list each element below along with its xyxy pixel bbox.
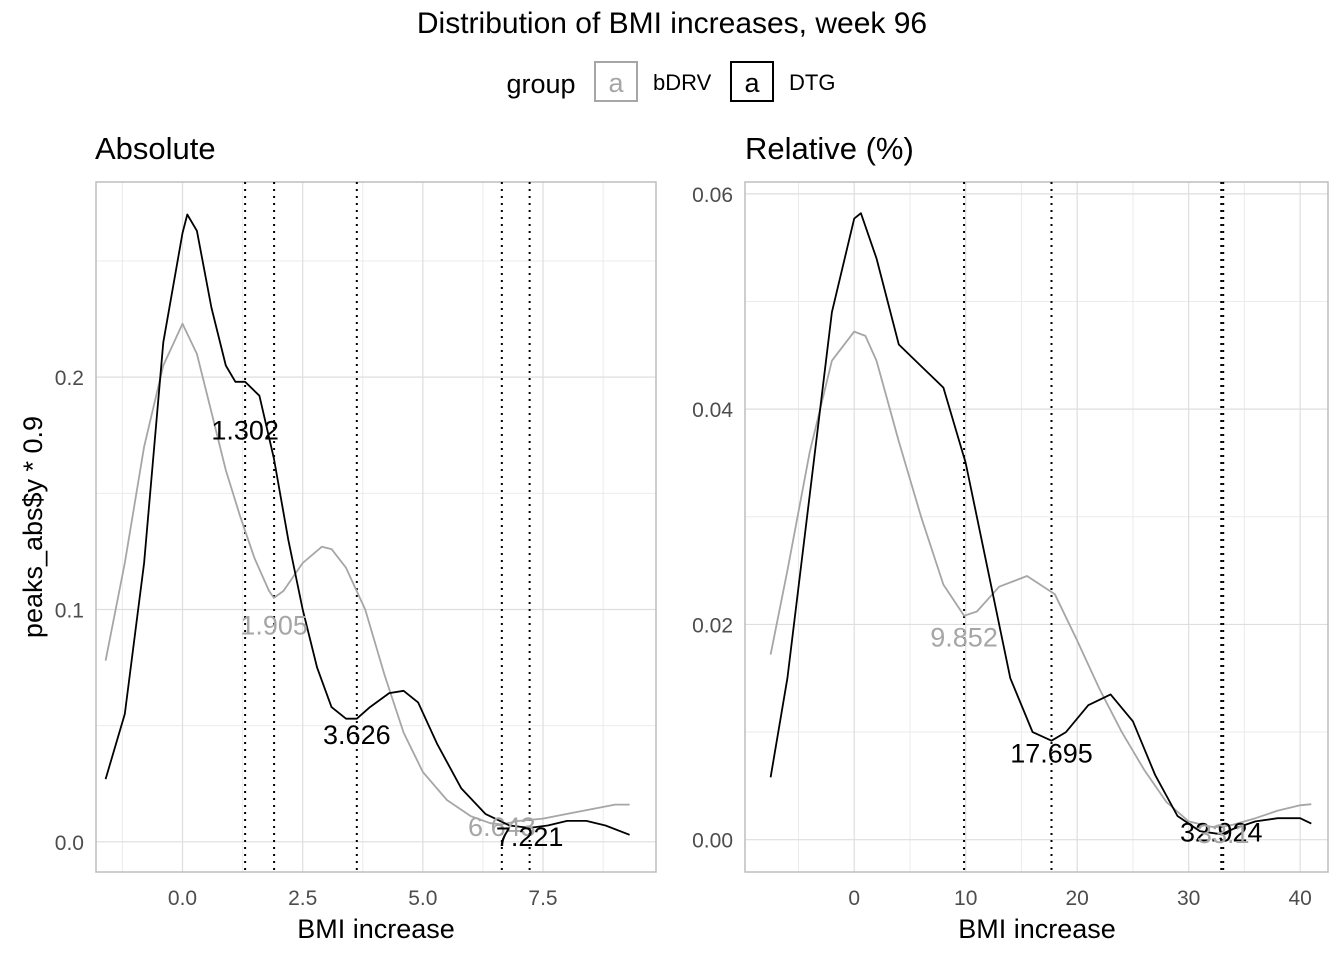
peak-label: 32.924 — [1180, 818, 1263, 848]
peak-label: 1.905 — [240, 611, 308, 641]
y-tick-label: 0.06 — [692, 184, 733, 207]
x-tick-label: 0 — [848, 887, 860, 910]
legend-key-bdrv — [594, 61, 638, 102]
peak-label: 3.626 — [323, 720, 391, 750]
y-tick-label: 0.02 — [692, 614, 733, 637]
peak-label: 1.302 — [211, 416, 279, 446]
legend: group a bDRV a DTG — [506, 61, 835, 102]
legend-title: group — [506, 69, 575, 99]
y-tick-label: 0.1 — [55, 599, 84, 622]
legend-key-dtg — [730, 61, 774, 102]
peak-label: 6.643 — [468, 812, 536, 842]
series-line-dtg — [104, 213, 630, 836]
y-axis-label-absolute: peaks_abs$y * 0.9 — [18, 416, 48, 638]
x-tick-label: 30 — [1177, 887, 1200, 910]
peak-label: 17.695 — [1010, 739, 1093, 769]
y-tick-label: 0.0 — [55, 832, 84, 855]
x-tick-label: 2.5 — [288, 887, 317, 910]
x-tick-label: 20 — [1066, 887, 1089, 910]
y-tick-label: 0.2 — [55, 367, 84, 390]
x-axis-label-relative: BMI increase — [958, 914, 1116, 944]
x-tick-label: 5.0 — [408, 887, 437, 910]
series-line-bdrv — [769, 330, 1312, 828]
plot-panel-relative: 0 10 20 30 40 0.00 0.02 0.04 0.06 9.852 17.695 32.9… — [692, 181, 1329, 910]
legend-label-dtg: DTG — [789, 70, 835, 95]
panel-title-absolute: Absolute — [95, 131, 216, 166]
x-tick-label: 40 — [1288, 887, 1311, 910]
plot-panel-absolute: 0.0 2.5 5.0 7.5 0.0 0.1 0.2 1.302 1.905 3.626 6.64… — [55, 181, 657, 910]
x-tick-label: 7.5 — [528, 887, 557, 910]
x-tick-label: 0.0 — [168, 887, 197, 910]
legend-label-bdrv: bDRV — [653, 70, 712, 95]
series-line-dtg — [769, 212, 1312, 836]
figure-title: Distribution of BMI increases, week 96 — [417, 7, 927, 40]
series-line-bdrv — [104, 322, 630, 826]
y-tick-label: 0.04 — [692, 399, 733, 422]
x-axis-label-absolute: BMI increase — [297, 914, 455, 944]
panel-border — [744, 181, 1329, 873]
peak-label: 7.221 — [496, 822, 564, 852]
panel-title-relative: Relative (%) — [745, 131, 914, 166]
legend-key-bdrv-glyph: a — [608, 68, 624, 98]
x-tick-label: 10 — [954, 887, 977, 910]
panel-border — [95, 181, 657, 873]
legend-key-dtg-glyph: a — [744, 68, 760, 98]
peak-label: 33.1 — [1197, 819, 1250, 849]
y-tick-label: 0.00 — [692, 830, 733, 853]
peak-label: 9.852 — [930, 622, 998, 652]
